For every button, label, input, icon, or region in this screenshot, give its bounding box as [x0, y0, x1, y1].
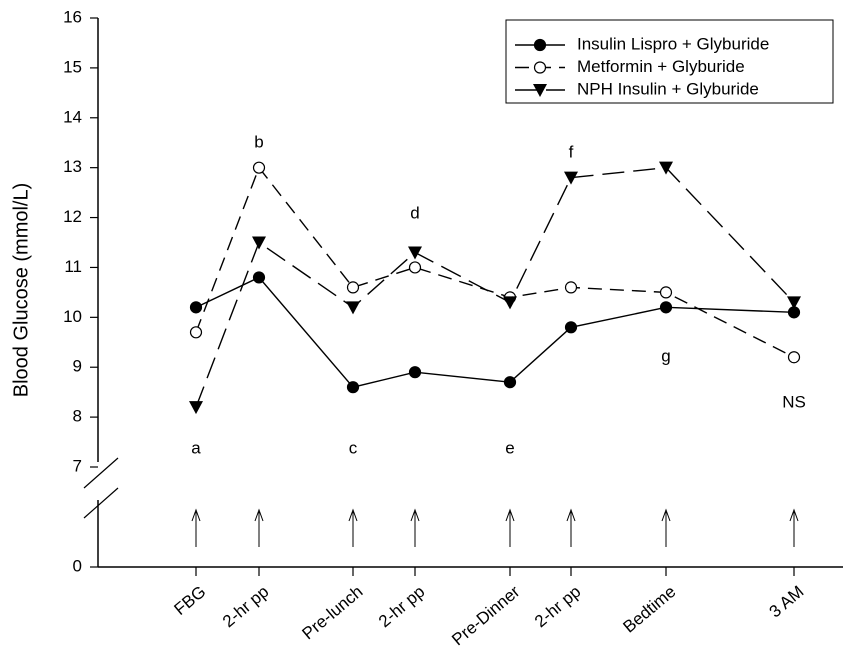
y-tick-label: 14 [63, 107, 82, 126]
x-tick-label: 3 AM [766, 582, 808, 621]
series-line [195, 166, 795, 358]
marker [408, 261, 422, 274]
x-tick-label: 2-hr pp [375, 582, 428, 631]
annotation: b [254, 132, 263, 151]
y-tick-label: 16 [63, 7, 82, 26]
x-tick-label: Pre-Dinner [448, 582, 523, 650]
arrow-head [566, 508, 576, 522]
y-tick-label: 12 [63, 207, 82, 226]
marker [503, 376, 517, 389]
annotation: e [505, 438, 514, 457]
marker [533, 84, 547, 97]
annotation: d [410, 203, 419, 222]
marker [787, 296, 801, 310]
x-tick-label: Bedtime [619, 582, 679, 637]
marker [408, 366, 422, 379]
marker [564, 321, 578, 334]
y-tick-label: 15 [63, 57, 82, 76]
y-tick-label: 10 [63, 307, 82, 326]
marker [189, 326, 203, 339]
legend-label: NPH Insulin + Glyburide [577, 79, 759, 98]
marker [346, 381, 360, 394]
axis-break [83, 457, 119, 489]
arrow-head [505, 508, 515, 522]
series-line [195, 166, 795, 408]
marker [533, 61, 547, 74]
marker [252, 271, 266, 284]
x-tick-label: 2-hr pp [219, 582, 272, 631]
marker [659, 286, 673, 299]
marker [503, 296, 517, 310]
y-tick-label: 7 [73, 456, 82, 475]
arrow-head [348, 508, 358, 522]
annotation: c [349, 438, 358, 457]
marker [564, 171, 578, 185]
x-tick-label: 2-hr pp [531, 582, 584, 631]
marker [346, 281, 360, 294]
annotation: NS [782, 392, 806, 411]
legend-label: Insulin Lispro + Glyburide [577, 34, 769, 53]
y-tick-label: 9 [73, 357, 82, 376]
y-tick-label: 11 [64, 257, 82, 276]
axis-break [83, 487, 119, 519]
marker [408, 246, 422, 260]
annotation: f [569, 142, 574, 161]
x-tick-label: Pre-lunch [298, 582, 366, 643]
y-tick-label: 13 [63, 157, 82, 176]
marker [189, 301, 203, 314]
y-axis-label: Blood Glucose (mmol/L) [10, 183, 32, 398]
legend-label: Metformin + Glyburide [577, 57, 745, 76]
marker [787, 351, 801, 364]
marker [659, 301, 673, 314]
arrow-head [661, 508, 671, 522]
x-tick-label: FBG [170, 582, 209, 619]
marker [252, 236, 266, 250]
marker [346, 301, 360, 315]
arrow-head [191, 508, 201, 522]
marker [659, 161, 673, 175]
arrow-head [254, 508, 264, 522]
annotation: g [661, 346, 670, 365]
marker [564, 281, 578, 294]
series-line [195, 276, 795, 388]
arrow-head [789, 508, 799, 522]
annotation: a [191, 438, 201, 457]
arrow-head [410, 508, 420, 522]
y-tick-label: 8 [73, 407, 82, 426]
marker [189, 401, 203, 415]
y-tick-label: 0 [73, 556, 82, 575]
marker [252, 161, 266, 174]
legend-box [505, 19, 834, 104]
marker [533, 38, 547, 52]
